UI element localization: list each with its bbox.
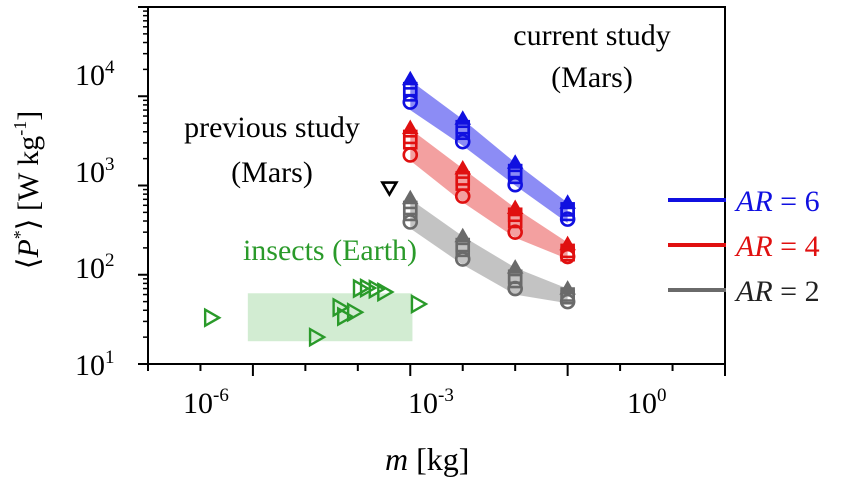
- insect-point: [308, 327, 327, 348]
- insect-point: [346, 302, 365, 323]
- insect-point: [410, 293, 429, 315]
- series-1-circle-point: [507, 224, 523, 240]
- axis-ticks: [138, 6, 726, 376]
- series-2-square2-point: [507, 273, 523, 289]
- annotation-previous-study: previous study: [184, 111, 360, 144]
- annotation-previous-study-mars: (Mars): [231, 156, 313, 189]
- series-2-triangle-point: [401, 189, 419, 205]
- series-band-1: [410, 129, 568, 259]
- series-2-circle-point: [454, 251, 471, 267]
- series-2-square2-point: [455, 242, 471, 258]
- x-tick-label-1e-6: 10-6: [183, 385, 229, 420]
- annotation-insects-earth: insects (Earth): [243, 234, 417, 267]
- insect-point: [377, 281, 395, 303]
- insect-point: [332, 297, 351, 318]
- previous-study-point: [380, 181, 399, 198]
- insects-range-box: [247, 293, 413, 342]
- series-2-circle-point: [402, 214, 419, 230]
- annotations: current study (Mars) previous study (Mar…: [184, 19, 671, 267]
- series-2-circle-point: [507, 280, 523, 297]
- series-0-circle-point: [402, 94, 419, 110]
- x-tick-labels: 10-6 10-3 100: [183, 385, 667, 420]
- annotation-current-study-mars: (Mars): [551, 61, 633, 94]
- series-0-square2-point: [507, 169, 523, 185]
- series-band-2: [410, 199, 568, 304]
- series-0-circle-point: [559, 211, 576, 227]
- annotation-current-study: current study: [513, 19, 670, 52]
- series-0-square2-point: [455, 125, 471, 141]
- series-0-triangle-point: [401, 70, 419, 86]
- series-0-square2-point: [560, 206, 575, 222]
- y-axis-label: ⟨P*⟩ [W kg-1]: [10, 111, 45, 270]
- insect-point: [336, 306, 355, 327]
- legend: AR = 6 AR = 4 AR = 2: [668, 185, 820, 308]
- y-tick-label-1e4: 104: [75, 57, 115, 92]
- x-tick-label-1e0: 100: [627, 385, 667, 420]
- legend-entry-ar6: AR = 6: [668, 185, 820, 218]
- insect-point: [368, 279, 387, 300]
- insect-point: [203, 307, 222, 328]
- series-1-circle-point: [559, 248, 576, 265]
- x-tick-label-1e-3: 10-3: [408, 385, 454, 420]
- series-0-square2-point: [402, 87, 418, 102]
- series-2-circle-point: [559, 293, 576, 310]
- y-tick-label-1e3: 103: [75, 154, 115, 189]
- insect-point: [359, 277, 378, 299]
- y-tick-label-1e2: 102: [75, 250, 115, 285]
- plot-area: [203, 70, 576, 348]
- y-tick-labels: 104 103 102 101: [75, 57, 115, 382]
- series-1-square2-point: [507, 213, 523, 229]
- x-axis-label: m [kg]: [385, 441, 469, 477]
- legend-label-ar4: AR = 4: [734, 230, 820, 263]
- legend-entry-ar4: AR = 4: [668, 230, 820, 263]
- series-0-circle-point: [507, 176, 523, 193]
- series-2-square2-point: [402, 206, 418, 222]
- legend-entry-ar2: AR = 2: [668, 275, 820, 308]
- series-0-circle-point: [454, 133, 471, 150]
- legend-label-ar6: AR = 6: [734, 185, 820, 218]
- legend-label-ar2: AR = 2: [734, 275, 820, 308]
- series-1-circle-point: [454, 188, 471, 204]
- series-1-circle-point: [402, 147, 419, 163]
- series-1-triangle-point: [454, 160, 472, 175]
- series-band-0: [410, 80, 568, 223]
- series-1-triangle-point: [506, 199, 524, 214]
- y-tick-label-1e1: 101: [75, 347, 115, 382]
